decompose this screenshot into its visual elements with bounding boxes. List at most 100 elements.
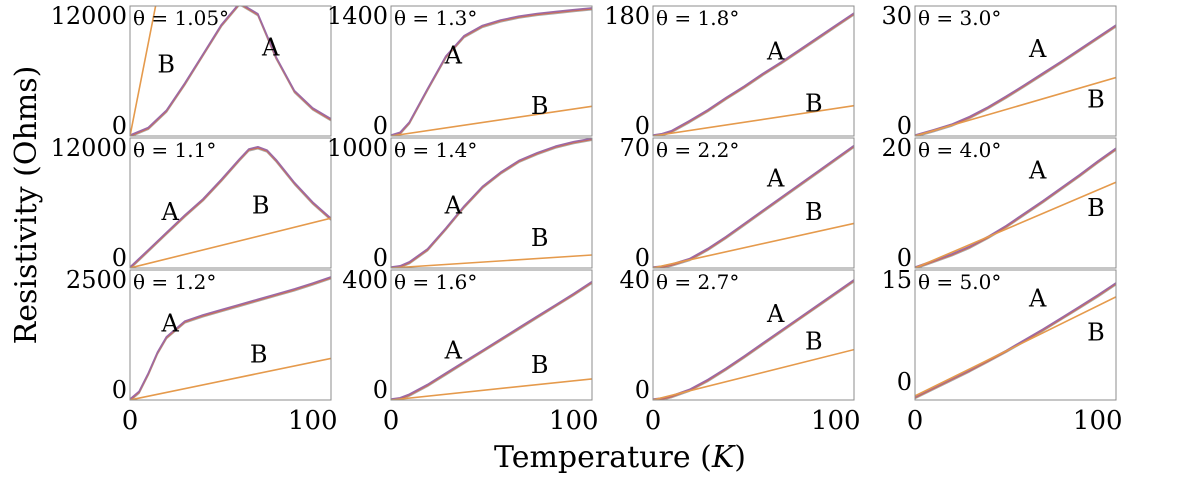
series-b-line bbox=[391, 254, 592, 268]
y-tick-label: 180 bbox=[604, 2, 650, 30]
series-label-a: A bbox=[161, 198, 180, 226]
series-a-line-3 bbox=[653, 12, 854, 136]
series-label-b: B bbox=[805, 198, 823, 226]
series-a-line-3 bbox=[653, 279, 854, 400]
series-a-line-1 bbox=[653, 280, 854, 400]
panel-frame bbox=[129, 137, 332, 269]
y-tick-label: 15 bbox=[881, 266, 912, 294]
series-group bbox=[653, 144, 854, 268]
series-a-line-1 bbox=[915, 149, 1116, 268]
panel-frame bbox=[914, 269, 1117, 401]
panel-12: 15 0 θ = 5.0° A B 0 100 bbox=[881, 266, 1122, 436]
x-tick-label: 100 bbox=[288, 406, 338, 436]
panel-title: θ = 1.3° bbox=[394, 6, 477, 30]
series-group bbox=[130, 146, 331, 268]
series-a-line-2 bbox=[915, 148, 1116, 268]
x-tick-label: 100 bbox=[549, 406, 599, 436]
y-tick-label: 1400 bbox=[327, 2, 388, 30]
panel-frame bbox=[652, 137, 855, 269]
series-label-a: A bbox=[766, 164, 785, 192]
panel-2: 1400 0 θ = 1.3° A B bbox=[327, 2, 593, 140]
series-b-line bbox=[915, 76, 1116, 136]
y-tick-label: 0 bbox=[635, 376, 650, 404]
x-tick-label: 100 bbox=[811, 406, 861, 436]
series-label-a: A bbox=[444, 41, 463, 69]
x-tick-label: 0 bbox=[645, 406, 662, 436]
series-label-a: A bbox=[261, 34, 280, 62]
y-tick-label: 70 bbox=[619, 134, 650, 162]
panel-title: θ = 2.2° bbox=[656, 138, 739, 162]
series-label-b: B bbox=[531, 92, 549, 120]
series-a-line-3 bbox=[130, 276, 331, 400]
series-b-line bbox=[391, 378, 592, 400]
panel-6: 1000 0 θ = 1.4° A B bbox=[327, 134, 593, 272]
y-tick-label: 0 bbox=[112, 376, 127, 404]
x-tick-label: 0 bbox=[122, 406, 139, 436]
series-a-line-3 bbox=[915, 24, 1116, 136]
series-group bbox=[391, 280, 592, 400]
series-label-b: B bbox=[252, 192, 270, 220]
y-tick-label: 20 bbox=[881, 134, 912, 162]
series-a-line-2 bbox=[130, 147, 331, 268]
y-tick-label: 30 bbox=[881, 2, 912, 30]
series-group bbox=[653, 279, 854, 400]
panel-frame bbox=[390, 137, 593, 269]
panel-title: θ = 1.6° bbox=[394, 270, 477, 294]
y-tick-label: 0 bbox=[897, 244, 912, 272]
series-group bbox=[653, 12, 854, 136]
panel-title: θ = 1.4° bbox=[394, 138, 477, 162]
series-group bbox=[391, 138, 592, 268]
series-b-line bbox=[653, 348, 854, 400]
panel-7: 70 0 θ = 2.2° AB bbox=[619, 134, 855, 272]
series-label-b: B bbox=[1087, 86, 1105, 114]
x-tick-label: 0 bbox=[383, 406, 400, 436]
series-group bbox=[130, 6, 331, 136]
series-a-line-1 bbox=[915, 26, 1116, 136]
panel-title: θ = 5.0° bbox=[918, 270, 1001, 294]
y-tick-label: 1000 bbox=[327, 134, 388, 162]
series-b-line bbox=[915, 181, 1116, 268]
y-tick-label: 2500 bbox=[66, 266, 127, 294]
y-tick-label: 12000 bbox=[51, 2, 127, 30]
series-label-a: A bbox=[444, 337, 463, 365]
series-group bbox=[391, 7, 592, 136]
panel-title: θ = 2.7° bbox=[656, 270, 739, 294]
panel-title: θ = 1.2° bbox=[133, 270, 216, 294]
series-label-a: A bbox=[766, 300, 785, 328]
series-a-line-3 bbox=[653, 144, 854, 268]
panel-9: 2500 0 θ = 1.2° A B 0 100 bbox=[66, 266, 338, 436]
series-b-line bbox=[130, 357, 331, 400]
series-group bbox=[915, 147, 1116, 268]
y-tick-label: 0 bbox=[112, 112, 127, 140]
y-tick-label: 0 bbox=[112, 244, 127, 272]
y-tick-label: 0 bbox=[635, 112, 650, 140]
series-a-line-1 bbox=[653, 146, 854, 268]
panel-11: 40 0 θ = 2.7° AB 0 100 bbox=[619, 266, 860, 436]
series-b-line bbox=[130, 217, 331, 268]
x-axis-label: Temperature (K) bbox=[494, 440, 746, 475]
y-tick-label: 12000 bbox=[51, 134, 127, 162]
series-label-b: B bbox=[250, 341, 268, 369]
series-a-line-2 bbox=[653, 280, 854, 400]
series-a-line-3 bbox=[130, 6, 331, 136]
series-a-line-1 bbox=[130, 277, 331, 400]
series-b-line bbox=[915, 296, 1116, 397]
y-tick-label: 40 bbox=[619, 266, 650, 294]
x-tick-label: 100 bbox=[1073, 406, 1123, 436]
y-tick-label: 0 bbox=[897, 112, 912, 140]
series-group bbox=[915, 24, 1116, 136]
y-axis-label: Resistivity (Ohms) bbox=[9, 66, 44, 345]
panel-frame bbox=[652, 5, 855, 137]
series-b-line bbox=[391, 105, 592, 136]
series-label-b: B bbox=[805, 90, 823, 118]
panel-frame bbox=[914, 137, 1117, 269]
panel-frame bbox=[129, 5, 332, 137]
y-tick-label: 0 bbox=[635, 244, 650, 272]
panel-title: θ = 1.8° bbox=[656, 6, 739, 30]
series-a-line-3 bbox=[915, 282, 1116, 398]
series-a-line-3 bbox=[130, 146, 331, 268]
panel-title: θ = 1.1° bbox=[133, 138, 216, 162]
panel-frame bbox=[129, 269, 332, 401]
series-a-line-2 bbox=[130, 277, 331, 400]
